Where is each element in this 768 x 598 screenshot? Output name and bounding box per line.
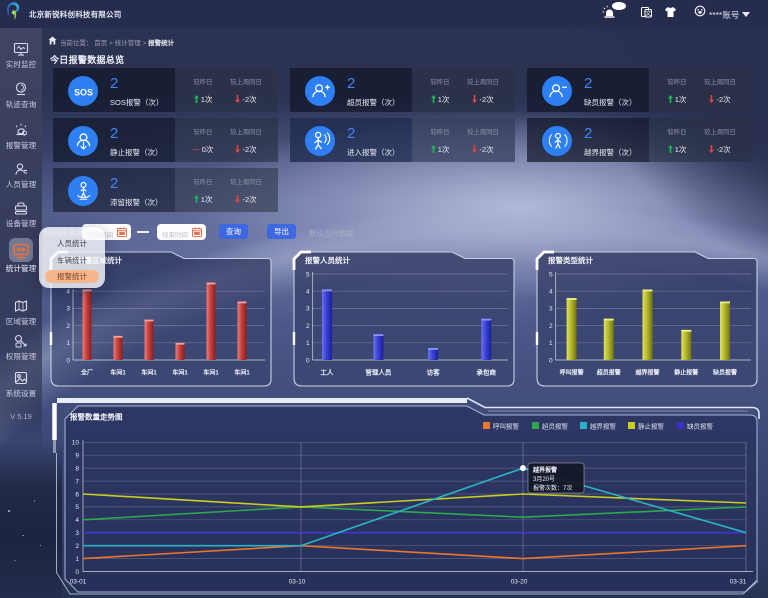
svg-text:管理人员: 管理人员 [365,368,392,377]
svg-text:呼叫报警: 呼叫报警 [493,422,520,431]
svg-text:3: 3 [306,306,310,313]
svg-text:6: 6 [75,491,79,498]
svg-text:越界报警: 越界报警 [634,369,659,377]
svg-text:1: 1 [66,340,70,347]
svg-text:2: 2 [66,323,70,330]
svg-text:SOS: SOS [74,87,93,97]
svg-text:车间1: 车间1 [172,369,188,377]
svg-text:5: 5 [306,271,310,278]
svg-text:2: 2 [75,543,79,550]
svg-text:缺员报警: 缺员报警 [713,369,737,377]
svg-text:超员报警: 超员报警 [596,369,621,377]
svg-text:1: 1 [549,340,553,347]
svg-text:0: 0 [75,569,79,576]
svg-text:3: 3 [66,306,70,313]
svg-text:9: 9 [75,453,79,460]
svg-text:1: 1 [306,340,310,347]
svg-text:承包商: 承包商 [477,368,497,377]
svg-text:2: 2 [549,323,553,330]
svg-text:访客: 访客 [427,368,441,377]
svg-text:5: 5 [549,271,553,278]
svg-text:0: 0 [66,357,70,364]
svg-text:车间1: 车间1 [203,369,219,377]
svg-text:4: 4 [66,289,70,296]
svg-text:车间1: 车间1 [141,369,157,377]
svg-text:报警数量走势图: 报警数量走势图 [70,412,123,422]
svg-text:文: 文 [645,10,651,18]
svg-text:超员报警: 超员报警 [542,422,569,431]
svg-text:3: 3 [549,306,553,313]
svg-text:7: 7 [75,478,79,485]
svg-text:03-01: 03-01 [70,579,87,586]
svg-text:越界报警: 越界报警 [532,466,557,474]
svg-text:0: 0 [306,357,310,364]
svg-text:呼叫报警: 呼叫报警 [560,369,584,377]
svg-text:车间1: 车间1 [234,369,250,377]
svg-text:静止报警: 静止报警 [638,422,665,431]
svg-text:4: 4 [306,289,310,296]
svg-text:03-31: 03-31 [730,579,747,586]
svg-text:越界报警: 越界报警 [590,422,617,431]
svg-text:5: 5 [75,504,79,511]
svg-text:8: 8 [75,465,79,472]
svg-text:2: 2 [306,323,310,330]
svg-text:报警类型统计: 报警类型统计 [548,255,593,265]
svg-text:4: 4 [75,517,79,524]
svg-text:03-20: 03-20 [511,579,528,586]
svg-text:静止报警: 静止报警 [674,369,698,377]
svg-text:全厂: 全厂 [80,369,93,377]
svg-text:报警人员统计: 报警人员统计 [305,255,350,265]
svg-text:工人: 工人 [320,368,334,377]
svg-text:0: 0 [549,357,553,364]
svg-text:报警次数：7次: 报警次数：7次 [533,484,572,492]
svg-text:4: 4 [549,289,553,296]
svg-text:03-10: 03-10 [289,579,306,586]
svg-text:1: 1 [75,556,79,563]
svg-text:缺员报警: 缺员报警 [687,422,714,431]
svg-text:3: 3 [75,530,79,537]
svg-text:车间1: 车间1 [110,369,126,377]
svg-text:10: 10 [72,440,80,447]
svg-text:3月20号: 3月20号 [533,476,555,483]
